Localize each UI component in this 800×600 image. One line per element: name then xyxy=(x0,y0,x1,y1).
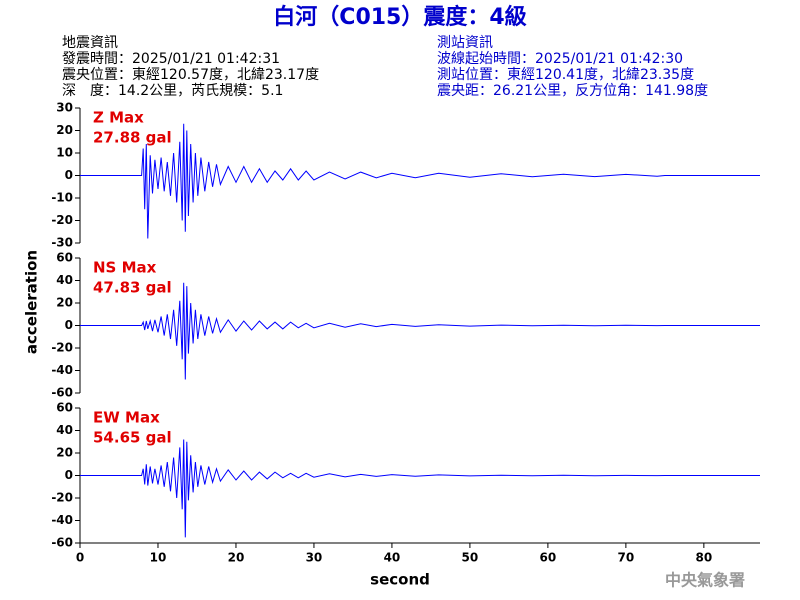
y-tick-label: 20 xyxy=(56,123,73,137)
info-line: 測站位置：東經120.41度，北緯23.35度 xyxy=(437,67,694,83)
y-tick-label: 20 xyxy=(56,446,73,460)
y-tick-label: 0 xyxy=(65,318,73,332)
x-axis-label: second xyxy=(370,571,430,589)
y-tick-label: -60 xyxy=(51,386,73,400)
info-line: 深 度：14.2公里，芮氏規模：5.1 xyxy=(62,82,283,99)
x-tick-label: 0 xyxy=(76,551,84,565)
max-label: 54.65 gal xyxy=(93,429,172,447)
y-axis-label: acceleration xyxy=(23,250,41,354)
max-label: Z Max xyxy=(93,109,144,127)
waveform xyxy=(80,439,760,538)
x-tick-label: 20 xyxy=(228,551,245,565)
title: 白河（C015）震度：4級 xyxy=(273,4,526,30)
info-line: 測站資訊 xyxy=(437,35,493,51)
x-tick-label: 40 xyxy=(384,551,401,565)
max-label: 27.88 gal xyxy=(93,129,172,147)
y-tick-label: -10 xyxy=(51,191,73,205)
y-tick-label: -40 xyxy=(51,513,73,527)
y-tick-label: -20 xyxy=(51,213,73,227)
max-label: NS Max xyxy=(93,259,157,277)
y-tick-label: 60 xyxy=(56,251,73,265)
y-tick-label: -20 xyxy=(51,491,73,505)
max-label: 47.83 gal xyxy=(93,279,172,297)
y-tick-label: -20 xyxy=(51,341,73,355)
x-tick-label: 80 xyxy=(696,551,713,565)
y-tick-label: 30 xyxy=(56,101,73,115)
info-line: 震央位置：東經120.57度，北緯23.17度 xyxy=(62,67,319,83)
info-line: 震央距：26.21公里，反方位角：141.98度 xyxy=(437,83,708,99)
info-line: 地震資訊 xyxy=(62,35,118,51)
info-line: 波線起始時間：2025/01/21 01:42:30 xyxy=(437,51,683,67)
max-label: EW Max xyxy=(93,409,160,427)
x-tick-label: 50 xyxy=(462,551,479,565)
y-tick-label: 60 xyxy=(56,401,73,415)
y-tick-label: 40 xyxy=(56,423,73,437)
y-tick-label: 0 xyxy=(65,468,73,482)
y-tick-label: 20 xyxy=(56,296,73,310)
y-tick-label: -60 xyxy=(51,536,73,550)
y-tick-label: 0 xyxy=(65,168,73,182)
y-tick-label: -40 xyxy=(51,363,73,377)
info-line: 發震時間：2025/01/21 01:42:31 xyxy=(62,51,280,67)
y-tick-label: -30 xyxy=(51,236,73,250)
watermark: 中央氣象署 xyxy=(665,571,745,590)
x-tick-label: 70 xyxy=(618,551,635,565)
y-tick-label: 10 xyxy=(56,146,73,160)
y-tick-label: 40 xyxy=(56,273,73,287)
x-tick-label: 60 xyxy=(540,551,557,565)
waveform xyxy=(80,123,760,239)
waveform xyxy=(80,282,760,380)
x-tick-label: 10 xyxy=(150,551,167,565)
x-tick-label: 30 xyxy=(306,551,323,565)
